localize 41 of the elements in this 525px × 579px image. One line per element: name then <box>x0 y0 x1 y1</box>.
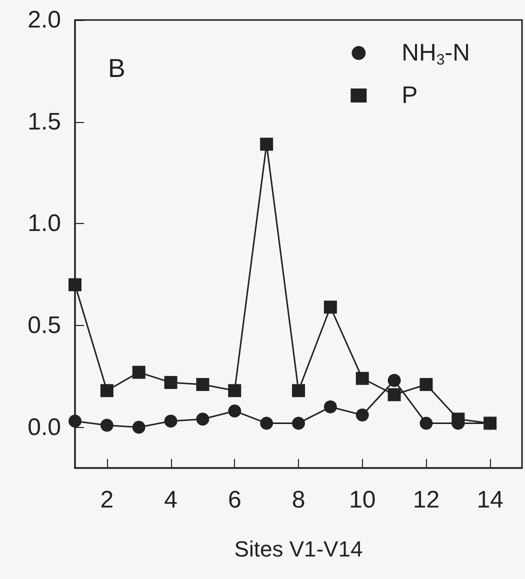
y-tick-label: 0.0 <box>28 414 61 441</box>
point <box>100 418 114 432</box>
point <box>420 416 433 430</box>
point <box>324 300 337 314</box>
y-tick-label: 1.5 <box>28 108 61 136</box>
legend-label: P <box>402 82 418 109</box>
point <box>68 278 82 292</box>
point <box>324 400 337 414</box>
y-tick-label: 0.5 <box>28 312 61 339</box>
point <box>228 384 242 398</box>
point <box>356 372 369 385</box>
point <box>420 378 433 392</box>
point <box>228 404 242 418</box>
point <box>292 416 305 430</box>
point <box>68 414 82 428</box>
point <box>484 416 497 430</box>
x-tick-label: 6 <box>228 486 242 514</box>
point <box>196 378 210 392</box>
x-tick-label: 14 <box>476 486 504 514</box>
point <box>356 408 369 422</box>
point <box>164 414 178 428</box>
point <box>260 138 274 151</box>
x-tick-label: 12 <box>412 486 440 514</box>
point <box>388 374 401 387</box>
y-tick-label: 1.0 <box>28 210 61 238</box>
point <box>196 412 210 426</box>
point <box>100 384 114 398</box>
point <box>292 384 305 398</box>
x-tick-label: 2 <box>100 486 114 514</box>
point <box>132 420 146 434</box>
x-axis-title: Sites V1-V14 <box>234 536 363 562</box>
annotation: B <box>108 53 126 83</box>
point <box>452 412 465 426</box>
x-tick-label: 10 <box>349 486 376 514</box>
x-tick-label: 8 <box>292 486 306 514</box>
point <box>260 416 274 430</box>
point <box>132 366 146 379</box>
point <box>164 376 178 389</box>
x-tick-label: 4 <box>164 486 178 514</box>
y-tick-label: 2.0 <box>28 6 61 34</box>
point <box>388 388 401 402</box>
